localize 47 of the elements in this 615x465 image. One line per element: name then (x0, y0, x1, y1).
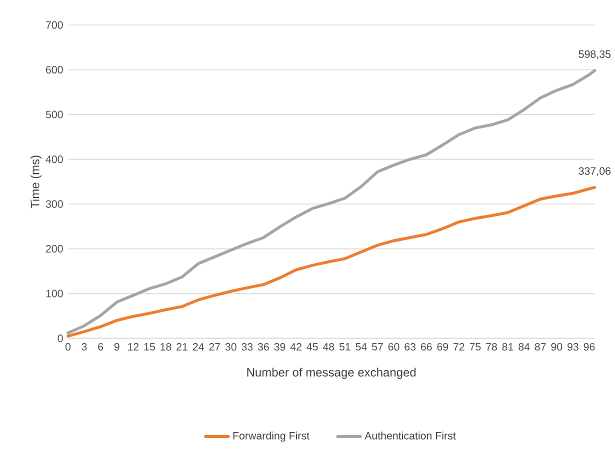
x-tick-label: 45 (306, 343, 318, 350)
y-axis-title: Time (ms) (30, 156, 42, 208)
x-tick-label: 27 (209, 343, 220, 350)
annotation: 598,35 (578, 50, 611, 60)
x-tick-label: 48 (322, 343, 334, 351)
annotation: 337,06 (578, 167, 610, 176)
x-axis-title: Number of message exchanged (247, 368, 416, 379)
x-tick-label: 96 (584, 343, 595, 351)
y-tick-label: 700 (46, 21, 63, 29)
x-tick-label: 42 (290, 343, 302, 350)
x-tick-label: 51 (339, 343, 350, 350)
x-tick-label: 3 (82, 343, 87, 351)
x-tick-label: 84 (518, 343, 530, 351)
x-tick-label: 90 (551, 343, 562, 351)
y-tick-label: 400 (46, 156, 63, 164)
x-tick-label: 0 (65, 343, 71, 351)
y-tick-label: 0 (58, 334, 63, 342)
x-tick-label: 66 (420, 343, 432, 351)
legend-label: Forwarding First (233, 432, 310, 442)
x-tick-label: 6 (98, 343, 104, 351)
y-tick-label: 100 (46, 290, 63, 298)
x-tick-label: 36 (258, 343, 269, 351)
x-tick-label: 12 (128, 343, 139, 350)
x-tick-label: 81 (502, 343, 514, 351)
y-tick-label: 600 (46, 66, 63, 74)
legend-label: Authentication First (364, 432, 456, 440)
x-tick-label: 72 (454, 343, 464, 350)
x-tick-label: 39 (274, 343, 286, 351)
x-tick-label: 63 (404, 343, 416, 351)
x-tick-label: 21 (176, 343, 188, 350)
x-tick-label: 9 (114, 343, 120, 351)
x-tick-label: 87 (534, 343, 546, 351)
x-tick-label: 78 (486, 343, 497, 351)
x-tick-label: 69 (437, 343, 448, 351)
x-tick-label: 30 (225, 343, 236, 351)
y-tick-label: 500 (46, 110, 63, 118)
x-tick-label: 93 (568, 343, 578, 351)
y-tick-label: 300 (46, 200, 63, 208)
x-tick-label: 60 (388, 343, 400, 351)
x-tick-label: 18 (160, 343, 172, 351)
x-tick-label: 15 (144, 343, 155, 350)
x-tick-label: 57 (372, 343, 383, 350)
x-tick-label: 24 (192, 343, 204, 350)
x-tick-label: 33 (242, 343, 253, 351)
x-tick-label: 75 (470, 343, 481, 350)
y-tick-label: 200 (46, 245, 63, 253)
x-tick-label: 54 (356, 343, 367, 350)
